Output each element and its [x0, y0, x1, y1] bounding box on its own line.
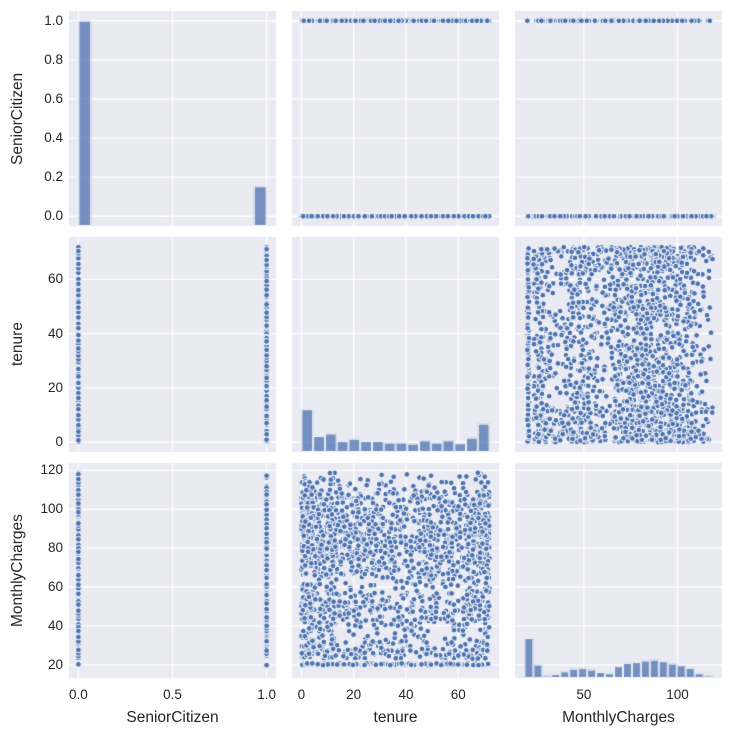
x-tick-label-MonthlyCharges-50: 50: [576, 687, 592, 702]
x-tick-label-tenure-40: 40: [398, 687, 414, 702]
x-tick-label-SeniorCitizen-0.0: 0.0: [69, 687, 88, 702]
x-axis-label-tenure: tenure: [373, 709, 418, 726]
y-tick-label-MonthlyCharges-60: 60: [47, 579, 63, 595]
x-axis-label-seniorcitizen: SeniorCitizen: [126, 709, 219, 726]
y-tick-label-MonthlyCharges-40: 40: [47, 617, 63, 633]
y-tick-label-tenure-40: 40: [47, 325, 63, 341]
x-tick-label-tenure-60: 60: [450, 687, 466, 702]
y-tick-label-SeniorCitizen-0.4: 0.4: [44, 130, 63, 146]
y-tick-label-SeniorCitizen-0.8: 0.8: [44, 51, 63, 67]
y-axis-label-tenure: tenure: [9, 322, 26, 367]
y-axis-label-seniorcitizen: SeniorCitizen: [9, 72, 26, 165]
x-axis-label-monthlycharges: MonthlyCharges: [562, 709, 675, 726]
x-tick-label-MonthlyCharges-100: 100: [666, 687, 689, 702]
y-tick-label-SeniorCitizen-0.0: 0.0: [44, 208, 63, 224]
x-tick-label-tenure-20: 20: [346, 687, 362, 702]
y-tick-label-tenure-20: 20: [47, 379, 63, 395]
y-tick-label-SeniorCitizen-1.0: 1.0: [44, 12, 63, 28]
y-tick-label-tenure-60: 60: [47, 271, 63, 287]
y-tick-label-tenure-0: 0: [55, 434, 63, 450]
y-tick-label-MonthlyCharges-20: 20: [47, 656, 63, 672]
x-tick-label-SeniorCitizen-0.5: 0.5: [163, 687, 182, 702]
x-tick-label-SeniorCitizen-1.0: 1.0: [257, 687, 276, 702]
x-tick-label-tenure-0: 0: [297, 687, 306, 702]
y-tick-label-SeniorCitizen-0.2: 0.2: [44, 169, 63, 185]
y-tick-label-MonthlyCharges-120: 120: [40, 462, 63, 478]
y-tick-label-MonthlyCharges-100: 100: [40, 501, 63, 517]
y-tick-label-SeniorCitizen-0.6: 0.6: [44, 90, 63, 106]
y-axis-label-monthlycharges: MonthlyCharges: [9, 514, 26, 627]
y-tick-label-MonthlyCharges-80: 80: [47, 540, 63, 556]
